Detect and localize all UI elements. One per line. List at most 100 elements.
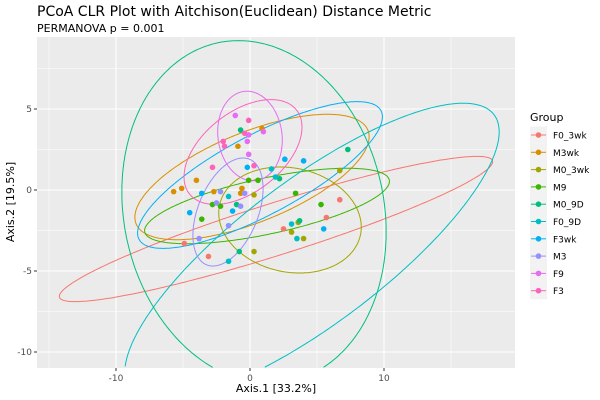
point-M3wk <box>211 188 217 195</box>
legend-dot <box>535 149 542 156</box>
point-F3wk <box>229 208 236 214</box>
point-F0_9D <box>288 221 295 227</box>
point-F3wk <box>300 158 307 164</box>
axis-ticks: -10 0 10 5 0 -5 -10 <box>17 105 390 384</box>
point-M9 <box>255 177 261 184</box>
point-M9 <box>217 203 224 209</box>
ellipse-M3wk <box>134 113 370 241</box>
point-M0_3wk <box>251 248 257 255</box>
legend-dot <box>535 287 542 294</box>
y-tick-label: 5 <box>26 105 32 115</box>
point-F3 <box>241 130 248 137</box>
point-M3 <box>241 190 248 197</box>
point-F3 <box>245 117 252 124</box>
legend-label: F3wk <box>553 235 577 245</box>
point-F9 <box>260 128 267 135</box>
point-M0_3wk <box>300 235 307 242</box>
point-F3 <box>221 143 228 150</box>
x-axis-label: Axis.1 [33.2%] <box>236 382 316 395</box>
legend-dot <box>535 201 542 207</box>
legend-item-F3wk: F3wk <box>530 230 577 248</box>
point-M3 <box>213 200 220 206</box>
point-M0_3wk <box>336 167 343 174</box>
legend-item-F3: F3 <box>530 282 564 300</box>
legend-label: F3 <box>553 287 564 297</box>
legend-item-M0_9D: M0_9D <box>530 195 584 213</box>
point-M0_9D <box>236 248 243 255</box>
point-F9 <box>244 138 251 145</box>
point-M3 <box>225 222 232 229</box>
legend-item-M3: M3 <box>530 247 567 265</box>
point-F9 <box>232 112 239 119</box>
point-F3wk <box>186 209 193 216</box>
point-F9 <box>245 151 252 158</box>
point-M0_3wk <box>288 229 295 235</box>
legend-dot <box>535 218 542 225</box>
legend-dot <box>535 166 542 173</box>
point-F0_9D <box>225 258 232 265</box>
legend-dot <box>535 270 542 277</box>
legend-item-F9: F9 <box>530 264 564 283</box>
point-M3wk <box>193 177 200 184</box>
point-F0_3wk <box>181 240 188 247</box>
point-M0_3wk <box>251 192 257 198</box>
point-F3 <box>251 162 257 169</box>
legend-item-M0_3wk: M0_3wk <box>530 161 590 179</box>
point-F0_9D <box>294 235 300 242</box>
point-F3wk <box>198 190 205 197</box>
point-M9 <box>198 216 205 222</box>
legend-item-M9: M9 <box>530 178 567 196</box>
point-F0_3wk <box>323 214 330 221</box>
point-F0_9D <box>272 174 279 180</box>
point-M0_9D <box>345 146 351 153</box>
legend-item-F0_9D: F0_9D <box>530 212 581 231</box>
plot-panel <box>37 37 515 368</box>
ellipse-M9 <box>144 167 390 245</box>
point-F3wk <box>282 156 288 163</box>
point-M3wk <box>237 190 244 197</box>
chart-subtitle: PERMANOVA p = 0.001 <box>37 22 164 35</box>
legend-label: M0_9D <box>553 201 584 211</box>
ellipse-F9 <box>217 90 283 182</box>
legend-label: F9 <box>553 270 564 280</box>
legend-label: M3wk <box>553 149 580 159</box>
legend: F0_3wk M3wk M0_3wk M9 M0_9D F0_9D F3wk M3 F9 F3 <box>530 126 590 300</box>
x-tick-label: 0 <box>247 374 253 384</box>
x-tick-label: 10 <box>378 374 390 384</box>
y-tick-label: -10 <box>17 348 32 358</box>
point-M9 <box>245 177 252 184</box>
grid <box>37 37 515 368</box>
point-F3 <box>209 164 216 171</box>
point-M3 <box>217 188 224 195</box>
point-F0_9D <box>225 193 232 200</box>
points <box>170 112 351 265</box>
point-F3wk <box>320 226 327 232</box>
ellipse-F0_9D <box>124 102 500 368</box>
point-F0_3wk <box>280 226 287 232</box>
legend-label: F0_3wk <box>553 132 587 142</box>
point-F0_3wk <box>205 253 212 260</box>
legend-label: M0_3wk <box>553 166 590 176</box>
legend-label: M9 <box>553 183 567 193</box>
point-M9 <box>318 201 324 208</box>
ellipse-F0_3wk <box>58 155 494 303</box>
point-M3wk <box>170 188 177 195</box>
chart-title: PCoA CLR Plot with Aitchison(Euclidean) … <box>37 4 431 20</box>
ellipse-F3wk <box>137 101 383 249</box>
point-M0_9D <box>296 217 303 224</box>
y-axis-label: Axis.2 [19.5%] <box>4 162 17 242</box>
legend-item-F0_3wk: F0_3wk <box>530 126 587 144</box>
legend-label: M3 <box>553 253 567 263</box>
point-F0_9D <box>268 166 275 172</box>
point-F0_3wk <box>336 196 343 203</box>
legend-label: F0_9D <box>553 218 581 228</box>
ellipse-F3 <box>183 99 303 205</box>
y-tick-label: -5 <box>23 267 32 277</box>
point-M9 <box>292 190 299 197</box>
legend-dot <box>535 132 542 138</box>
point-F3 <box>220 138 226 145</box>
point-M3wk <box>235 143 241 150</box>
y-tick-label: 0 <box>26 186 32 196</box>
